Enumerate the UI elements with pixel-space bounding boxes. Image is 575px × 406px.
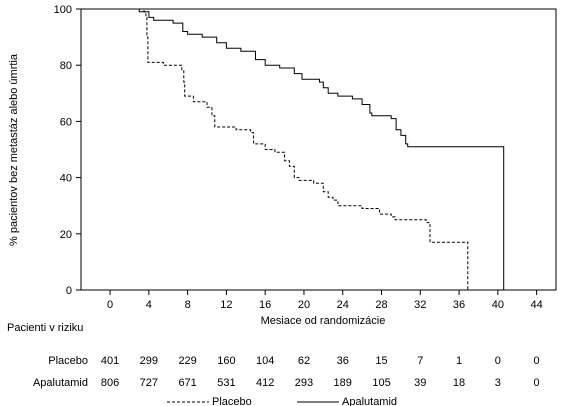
plot-frame [80,8,557,291]
x-tick-label: 16 [259,299,271,311]
axes: 0 4 8 12 16 20 24 28 32 36 40 44 0 20 40 60 80 100 [54,4,543,311]
risk-value: 727 [140,377,158,389]
risk-value: 104 [256,355,274,367]
risk-value: 293 [295,377,313,389]
risk-value: 229 [178,355,196,367]
x-tick-label: 44 [530,299,542,311]
x-tick-label: 0 [107,299,113,311]
x-tick-label: 12 [220,299,232,311]
risk-value: 299 [140,355,158,367]
x-tick-label: 32 [414,299,426,311]
risk-row-label: Placebo [48,355,88,367]
y-tick-label: 20 [60,229,72,241]
y-axis-label: % pacientov bez metastáz alebo úmrtia [8,53,20,246]
x-tick-label: 24 [337,299,349,311]
y-tick-label: 40 [60,173,72,185]
axis-labels: % pacientov bez metastáz alebo úmrtia Me… [8,53,385,327]
risk-value: 0 [534,355,540,367]
legend-label-placebo: Placebo [212,396,252,406]
risk-value: 401 [101,355,119,367]
x-tick-label: 36 [453,299,465,311]
risk-value: 7 [417,355,423,367]
x-tick-label: 4 [146,299,152,311]
survival-curves [110,8,505,290]
risk-value: 412 [256,377,274,389]
curve-apalutamid [110,8,505,290]
x-tick-label: 8 [185,299,191,311]
risk-table: Pacienti v riziku Placebo 401 299 229 160 104… [7,322,540,389]
curve-placebo [110,8,469,290]
risk-value: 15 [375,355,387,367]
y-tick-label: 60 [60,116,72,128]
y-tick-label: 80 [60,60,72,72]
risk-value: 806 [101,377,119,389]
risk-value: 0 [534,377,540,389]
risk-value: 531 [217,377,235,389]
risk-value: 160 [217,355,235,367]
risk-value: 671 [178,377,196,389]
risk-value: 105 [372,377,390,389]
x-tick-label: 20 [298,299,310,311]
y-tick-label: 0 [66,285,72,297]
risk-row-label: Apalutamid [33,377,88,389]
x-tick-label: 40 [492,299,504,311]
plot-area [80,8,557,291]
x-tick-label: 28 [375,299,387,311]
y-tick-label: 100 [54,4,72,16]
risk-value: 1 [456,355,462,367]
risk-value: 189 [334,377,352,389]
risk-table-title: Pacienti v riziku [7,322,83,334]
risk-value: 39 [414,377,426,389]
legend: Placebo Apalutamid [167,396,397,406]
risk-value: 62 [298,355,310,367]
risk-value: 36 [337,355,349,367]
risk-value: 3 [495,377,501,389]
legend-label-apalutamid: Apalutamid [342,396,397,406]
risk-value: 18 [453,377,465,389]
x-axis-label: Mesiace od randomizácie [261,315,386,327]
risk-value: 0 [495,355,501,367]
